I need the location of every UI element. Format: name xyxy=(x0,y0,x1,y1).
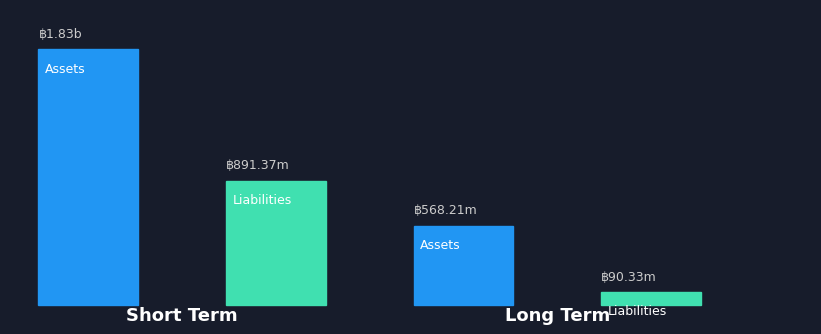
Text: Long Term: Long Term xyxy=(505,307,610,325)
FancyBboxPatch shape xyxy=(226,180,326,305)
Text: ฿1.83b: ฿1.83b xyxy=(39,28,82,41)
FancyBboxPatch shape xyxy=(414,226,513,305)
Text: ฿568.21m: ฿568.21m xyxy=(414,204,477,217)
Text: ฿90.33m: ฿90.33m xyxy=(601,271,657,284)
Text: Liabilities: Liabilities xyxy=(232,194,291,207)
Text: Assets: Assets xyxy=(45,63,85,75)
FancyBboxPatch shape xyxy=(601,292,701,305)
Text: ฿891.37m: ฿891.37m xyxy=(226,159,290,172)
Text: Short Term: Short Term xyxy=(126,307,238,325)
FancyBboxPatch shape xyxy=(39,49,139,305)
Text: Liabilities: Liabilities xyxy=(608,306,667,319)
Text: Assets: Assets xyxy=(420,239,461,252)
